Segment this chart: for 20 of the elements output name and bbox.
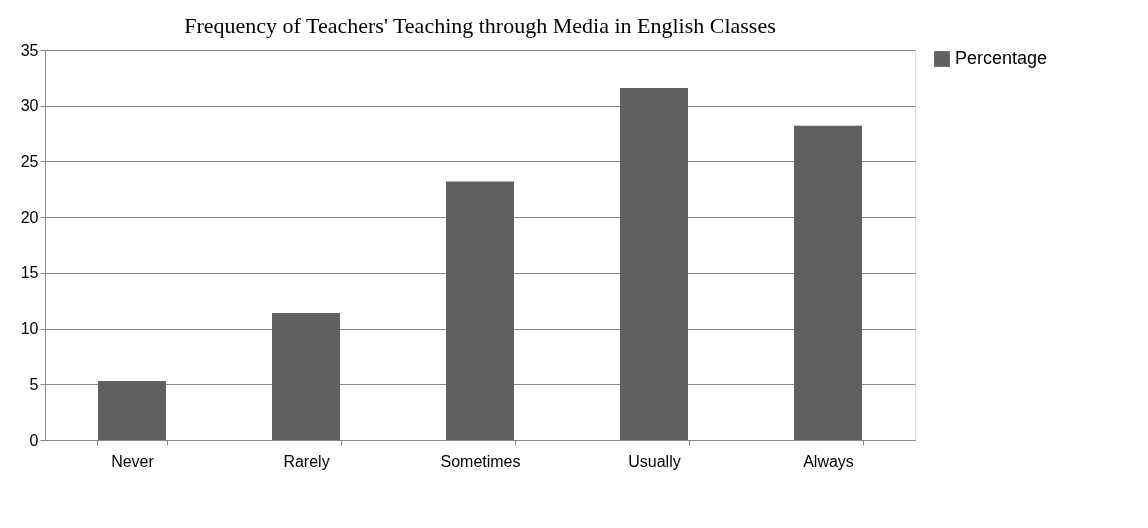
- y-tick-label: 20: [20, 208, 39, 226]
- x-tick-label: Never: [111, 452, 155, 470]
- bar: [620, 87, 688, 440]
- chart-title: Frequency of Teachers' Teaching through Media in English Classes: [184, 13, 776, 38]
- bar: [794, 125, 862, 440]
- y-tick-label: 30: [20, 97, 39, 115]
- y-tick-label: 35: [20, 41, 39, 59]
- x-tick-label: Always: [803, 452, 854, 470]
- x-tick-label: Sometimes: [440, 452, 521, 470]
- x-tick-label: Usually: [628, 452, 681, 470]
- bar: [98, 380, 166, 440]
- y-tick-label: 0: [29, 431, 39, 449]
- y-tick-label: 10: [20, 320, 39, 338]
- y-tick-label: 25: [20, 152, 39, 170]
- bar: [446, 181, 514, 440]
- bar: [272, 312, 340, 440]
- x-tick-label: Rarely: [283, 452, 330, 470]
- y-tick-label: 5: [29, 375, 39, 393]
- y-tick-label: 15: [20, 264, 39, 282]
- legend-label: Percentage: [955, 48, 1048, 68]
